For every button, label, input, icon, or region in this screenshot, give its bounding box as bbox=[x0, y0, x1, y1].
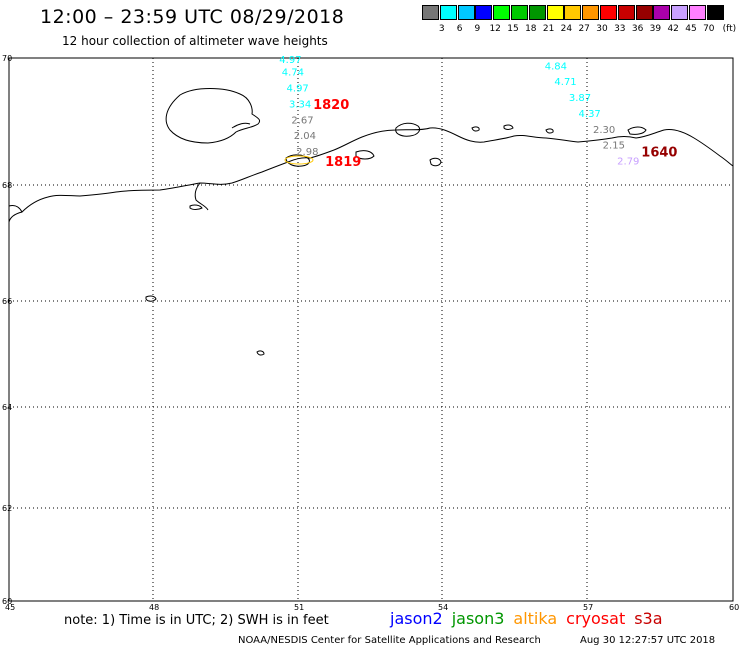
satellite-name: jason2 bbox=[390, 609, 443, 628]
legend-swatch bbox=[617, 5, 635, 20]
latitude-label: 60 bbox=[2, 597, 12, 606]
swh-value: 2.98 bbox=[296, 147, 318, 158]
legend-label: 36 bbox=[631, 24, 644, 34]
legend-swatch bbox=[511, 5, 528, 20]
legend-swatch bbox=[528, 5, 546, 20]
coastal-island-3 bbox=[429, 157, 442, 167]
legend-swatch bbox=[706, 5, 724, 20]
swh-value: 4.37 bbox=[579, 109, 601, 120]
footer-timestamp: Aug 30 12:27:57 UTC 2018 bbox=[580, 635, 716, 646]
page-title: 12:00 – 23:59 UTC 08/29/2018 bbox=[40, 6, 345, 28]
satellite-legend: jason2 jason3 altika cryosat s3a bbox=[390, 609, 672, 628]
legend-label: 24 bbox=[560, 24, 573, 34]
swh-value: 2.15 bbox=[603, 141, 625, 152]
swh-value: 2.79 bbox=[617, 157, 639, 168]
legend-label: 9 bbox=[474, 24, 481, 34]
legend-label: 70 bbox=[703, 24, 715, 34]
swh-value: 4.74 bbox=[282, 68, 304, 79]
page-subtitle: 12 hour collection of altimeter wave hei… bbox=[62, 34, 328, 48]
coast-inlet-b bbox=[194, 182, 209, 211]
swh-value: 4.84 bbox=[545, 61, 567, 72]
pass-time-label: 1819 bbox=[325, 155, 361, 170]
coastal-island-2 bbox=[395, 122, 421, 137]
legend-label: 42 bbox=[667, 24, 679, 34]
lat-lon-grid bbox=[9, 58, 733, 601]
swh-value: 4.97 bbox=[279, 55, 301, 66]
legend-swatch bbox=[546, 5, 564, 20]
legend-swatch bbox=[475, 5, 493, 20]
legend-label: 27 bbox=[578, 24, 590, 34]
coastal-island-10 bbox=[256, 350, 265, 356]
coastal-island-9 bbox=[145, 295, 157, 302]
coastline bbox=[8, 88, 734, 356]
legend-label: 30 bbox=[596, 24, 608, 34]
legend-label: 45 bbox=[685, 24, 697, 34]
coastal-island-5 bbox=[503, 124, 514, 130]
longitude-label: 45 bbox=[5, 603, 15, 612]
longitude-label: 51 bbox=[294, 603, 304, 612]
pass-time-label: 1640 bbox=[641, 146, 677, 161]
legend-label: 6 bbox=[456, 24, 463, 34]
latitude-label: 70 bbox=[2, 54, 12, 63]
coastal-island-6 bbox=[471, 126, 480, 132]
legend-label: 15 bbox=[507, 24, 519, 34]
legend-swatch bbox=[689, 5, 706, 20]
latitude-label: 68 bbox=[2, 181, 12, 190]
mainland-coast bbox=[8, 127, 734, 213]
footer-note: note: 1) Time is in UTC; 2) SWH is in fe… bbox=[64, 613, 329, 628]
legend-unit: (ft) bbox=[722, 24, 737, 34]
legend-label: 39 bbox=[649, 24, 662, 34]
coast-inlet-a bbox=[8, 211, 23, 223]
footer-credit: NOAA/NESDIS Center for Satellite Applica… bbox=[238, 635, 541, 646]
longitude-label: 54 bbox=[438, 603, 448, 612]
legend-swatch bbox=[671, 5, 689, 20]
legend-label: 3 bbox=[438, 24, 445, 34]
legend-swatch bbox=[635, 5, 653, 20]
legend-swatch bbox=[582, 5, 600, 20]
latitude-label: 64 bbox=[2, 403, 12, 412]
coastal-island-4 bbox=[355, 150, 375, 160]
pass-time-label: 1820 bbox=[313, 98, 349, 113]
legend-swatch bbox=[422, 5, 439, 20]
coastal-island-8 bbox=[627, 126, 647, 135]
legend-label: 12 bbox=[489, 24, 501, 34]
legend-label: 21 bbox=[542, 24, 555, 34]
kolguyev-shore bbox=[231, 122, 251, 129]
coastal-island-7 bbox=[545, 128, 554, 134]
kolguyev-island bbox=[165, 88, 261, 144]
longitude-label: 48 bbox=[149, 603, 159, 612]
swh-value: 2.04 bbox=[294, 131, 316, 142]
satellite-name: altika bbox=[513, 609, 558, 628]
legend-swatch bbox=[457, 5, 475, 20]
legend-swatch bbox=[564, 5, 582, 20]
swh-value: 3.87 bbox=[569, 93, 591, 104]
swh-value: 4.71 bbox=[554, 77, 576, 88]
swh-value: 2.67 bbox=[291, 115, 313, 126]
longitude-label: 60 bbox=[729, 603, 739, 612]
latitude-label: 66 bbox=[2, 297, 12, 306]
satellite-name: s3a bbox=[634, 609, 663, 628]
wave-height-observations: 4.97 4.74 4.97 3.34 2.67 2.04 2.98 4.84 4.71 3.87… bbox=[279, 55, 677, 170]
legend-swatch bbox=[439, 5, 457, 20]
satellite-name: cryosat bbox=[566, 609, 626, 628]
legend-swatch bbox=[493, 5, 511, 20]
swh-value: 4.97 bbox=[287, 84, 309, 95]
latitude-label: 62 bbox=[2, 504, 12, 513]
legend-label: 18 bbox=[525, 24, 537, 34]
longitude-label: 57 bbox=[583, 603, 593, 612]
swh-value: 3.34 bbox=[289, 99, 311, 110]
satellite-name: jason3 bbox=[451, 609, 505, 628]
legend-label: 33 bbox=[614, 24, 626, 34]
legend-swatch bbox=[600, 5, 617, 20]
coastal-island-11 bbox=[189, 204, 203, 210]
map-frame bbox=[8, 57, 734, 602]
legend-swatch bbox=[653, 5, 671, 20]
altika-track-segment bbox=[284, 155, 314, 165]
swh-value: 2.30 bbox=[593, 125, 615, 136]
